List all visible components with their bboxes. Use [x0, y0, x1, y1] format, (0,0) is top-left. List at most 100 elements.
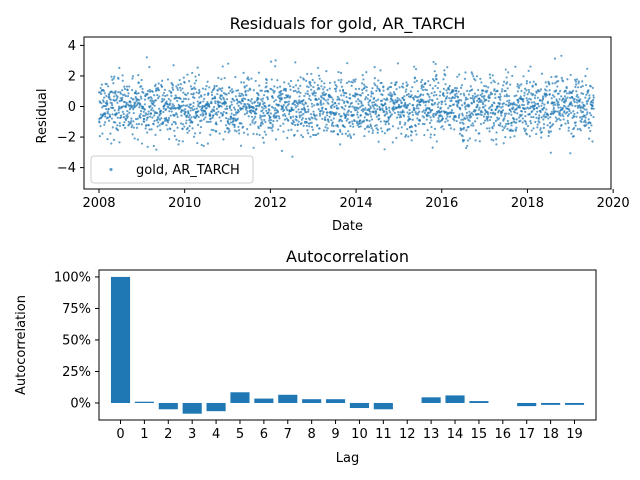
residual-point: [406, 104, 410, 107]
residual-point: [515, 121, 518, 124]
residual-point: [464, 117, 467, 120]
residual-point: [159, 129, 162, 132]
residual-point: [453, 128, 456, 131]
residual-point: [446, 91, 449, 94]
residual-point: [550, 110, 553, 113]
residual-point: [230, 100, 233, 103]
residual-point: [504, 89, 507, 93]
residual-point: [185, 119, 188, 122]
lag-tick-label: 9: [331, 427, 339, 442]
residual-point: [352, 125, 355, 128]
residual-point: [228, 106, 232, 110]
residual-point: [432, 113, 435, 116]
residual-point: [156, 125, 159, 128]
residual-point: [299, 76, 302, 79]
residual-point: [458, 132, 461, 135]
residual-point: [247, 99, 250, 102]
residual-point: [536, 123, 539, 126]
residual-point: [591, 101, 595, 104]
residual-point: [325, 108, 328, 111]
residual-point: [215, 111, 218, 114]
residual-point: [495, 138, 498, 141]
residual-point: [523, 94, 526, 97]
residual-point: [368, 110, 371, 113]
residual-point: [207, 92, 210, 95]
residual-point: [440, 110, 443, 113]
residual-point: [264, 106, 267, 109]
residual-point: [579, 98, 582, 101]
residual-point: [100, 92, 103, 96]
residual-point: [323, 82, 326, 85]
residual-point: [363, 108, 366, 112]
residual-point: [435, 93, 438, 97]
residual-point: [349, 105, 352, 108]
residual-point: [194, 116, 197, 120]
residual-point: [518, 104, 521, 107]
residual-point: [416, 96, 419, 99]
residual-point: [273, 90, 276, 93]
residual-point: [287, 119, 290, 122]
residual-point: [525, 82, 528, 85]
residual-point: [463, 101, 466, 104]
residual-point: [332, 103, 335, 106]
residual-point: [315, 118, 318, 121]
residual-point: [583, 104, 586, 107]
residual-point: [427, 114, 430, 117]
residual-point: [108, 92, 111, 95]
residual-point: [346, 62, 349, 65]
residual-point: [457, 90, 460, 93]
residual-point: [283, 113, 286, 116]
residual-point: [340, 85, 344, 88]
x-tick-label: 2010: [168, 196, 201, 211]
residual-point: [292, 89, 295, 93]
residual-point: [377, 79, 380, 82]
residual-point: [354, 78, 357, 81]
residual-point: [319, 110, 322, 113]
residual-point: [358, 87, 361, 90]
residual-point: [575, 90, 578, 93]
residual-point: [462, 92, 465, 95]
residual-point: [592, 96, 595, 99]
residual-point: [533, 97, 537, 100]
residual-point: [249, 111, 253, 115]
residual-point: [185, 93, 188, 97]
residual-point: [298, 114, 301, 117]
residual-point: [258, 133, 261, 137]
residual-point: [509, 83, 512, 86]
residual-point: [111, 113, 114, 116]
residual-point: [466, 97, 469, 101]
residual-point: [106, 102, 109, 105]
residual-point: [432, 115, 435, 118]
residual-point: [515, 118, 518, 121]
residual-point: [271, 123, 274, 126]
residual-point: [131, 75, 135, 78]
residual-point: [349, 136, 353, 139]
residual-point: [370, 90, 373, 93]
residual-point: [289, 95, 292, 98]
residual-point: [471, 88, 474, 91]
residual-point: [570, 132, 573, 135]
residual-point: [361, 88, 364, 92]
residual-point: [183, 81, 186, 84]
residual-point: [477, 108, 481, 111]
legend-box: [90, 155, 254, 184]
x-tick-label: 2016: [425, 196, 458, 211]
residual-point: [547, 117, 550, 120]
residual-point: [550, 97, 553, 100]
residual-point: [525, 79, 529, 83]
residual-point: [313, 115, 316, 118]
residual-point: [317, 132, 320, 135]
residual-point: [149, 115, 152, 118]
residual-point: [157, 107, 161, 110]
residual-point: [103, 92, 106, 95]
residual-point: [197, 110, 200, 113]
residual-point: [378, 105, 381, 109]
residual-point: [353, 80, 356, 83]
residual-point: [400, 101, 403, 105]
residual-point: [224, 102, 227, 105]
residual-point: [376, 85, 379, 88]
residual-point: [338, 113, 341, 116]
residual-point: [281, 105, 284, 108]
autocorrelation-bar: [182, 402, 202, 414]
residual-point: [227, 92, 230, 95]
